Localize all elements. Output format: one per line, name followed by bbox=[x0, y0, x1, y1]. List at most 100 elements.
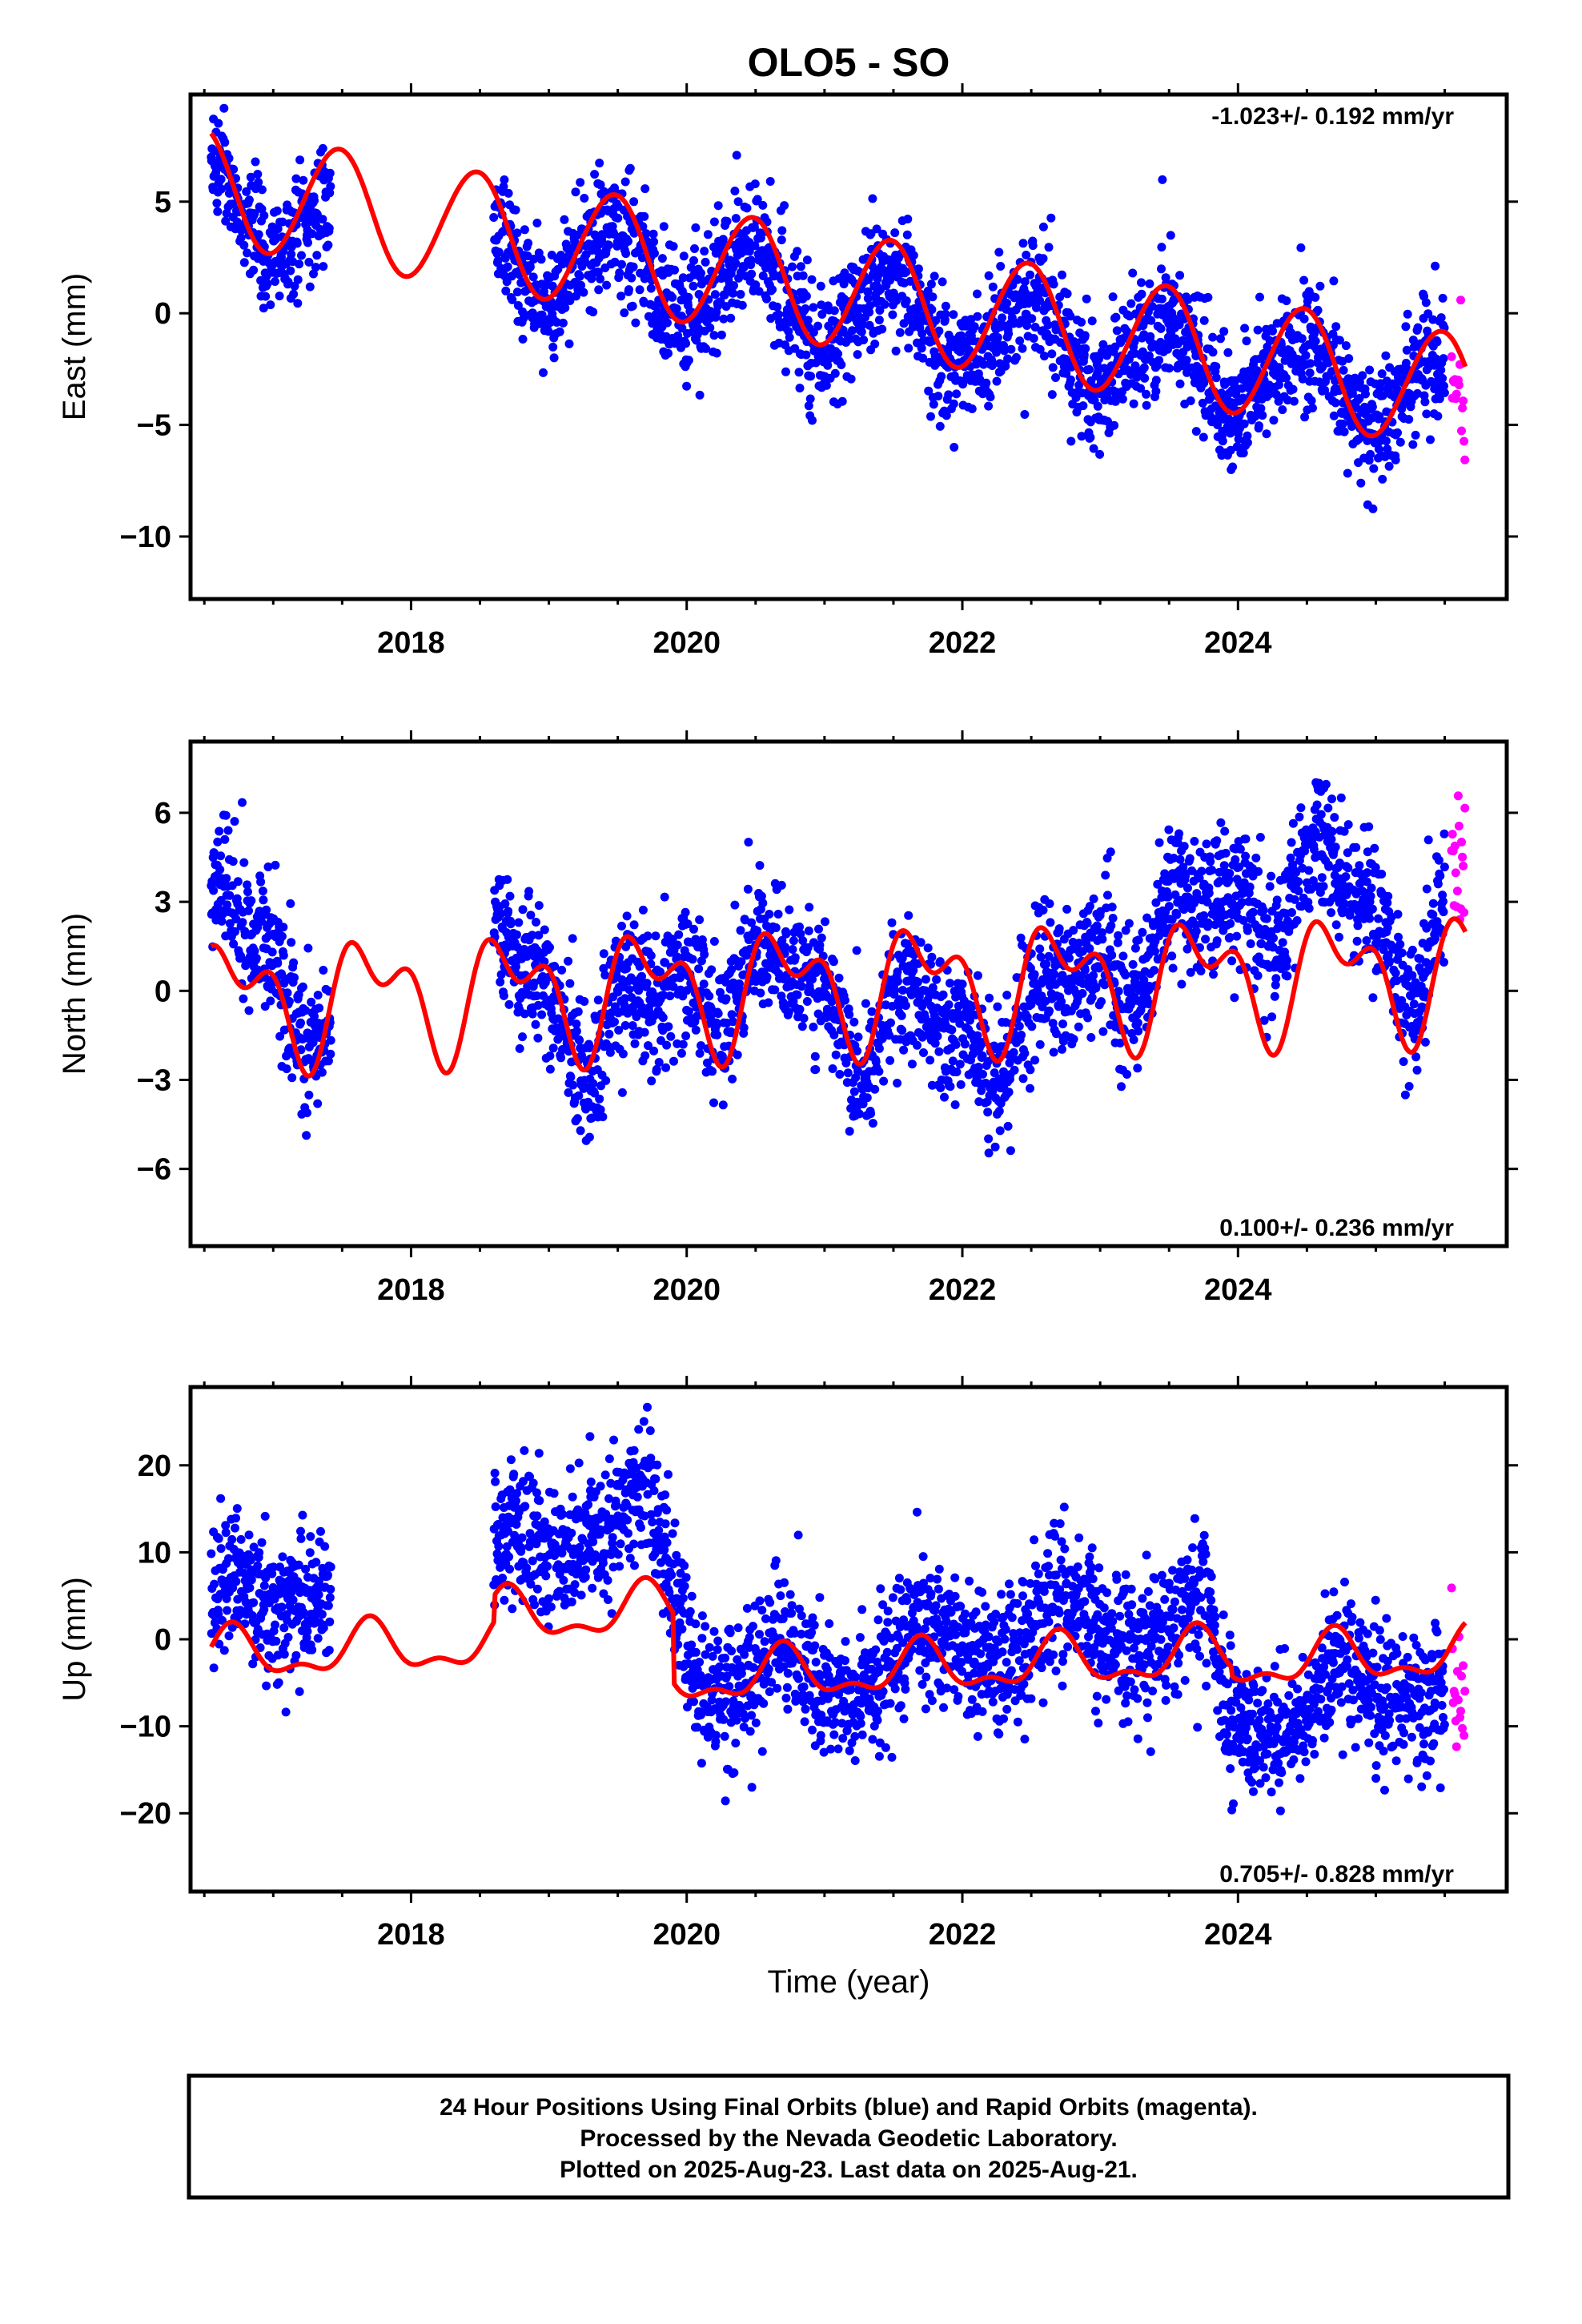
final-orbit-point bbox=[299, 175, 308, 185]
final-orbit-point bbox=[831, 1050, 841, 1059]
final-orbit-point bbox=[801, 292, 811, 301]
final-orbit-point bbox=[624, 985, 634, 995]
final-orbit-point bbox=[803, 943, 813, 952]
final-orbit-point bbox=[1235, 844, 1245, 854]
final-orbit-point bbox=[1149, 340, 1158, 349]
final-orbit-point bbox=[898, 986, 908, 995]
final-orbit-point bbox=[1393, 428, 1402, 437]
final-orbit-point bbox=[1144, 351, 1154, 360]
final-orbit-point bbox=[674, 930, 684, 939]
final-orbit-point bbox=[886, 1018, 895, 1027]
final-orbit-point bbox=[1340, 899, 1349, 909]
final-orbit-point bbox=[1043, 320, 1053, 330]
final-orbit-point bbox=[303, 943, 313, 953]
final-orbit-point bbox=[573, 1007, 583, 1016]
final-orbit-point bbox=[1154, 356, 1164, 365]
final-orbit-point bbox=[1046, 918, 1055, 927]
final-orbit-point bbox=[244, 195, 254, 205]
final-orbit-point bbox=[781, 367, 790, 376]
final-orbit-point bbox=[773, 302, 782, 312]
final-orbit-point bbox=[1085, 902, 1094, 911]
final-orbit-point bbox=[793, 990, 802, 999]
final-orbit-point bbox=[499, 991, 508, 1000]
final-orbit-point bbox=[931, 316, 941, 325]
final-orbit-point bbox=[781, 943, 790, 952]
final-orbit-point bbox=[954, 1001, 963, 1011]
final-orbit-point bbox=[762, 294, 771, 304]
final-orbit-point bbox=[735, 979, 744, 988]
final-orbit-point bbox=[1074, 1022, 1083, 1031]
final-orbit-point bbox=[1362, 936, 1371, 945]
final-orbit-point bbox=[713, 1030, 722, 1039]
final-orbit-point bbox=[1058, 1019, 1067, 1029]
final-orbit-point bbox=[679, 251, 689, 261]
final-orbit-point bbox=[713, 1009, 723, 1019]
rapid-orbit-point bbox=[1454, 380, 1464, 390]
final-orbit-point bbox=[1030, 1055, 1040, 1065]
final-orbit-point bbox=[1316, 810, 1326, 819]
final-orbit-point bbox=[1157, 264, 1166, 274]
final-orbit-point bbox=[1312, 800, 1322, 810]
final-orbit-point bbox=[1268, 326, 1277, 336]
final-orbit-point bbox=[719, 314, 729, 324]
final-orbit-point bbox=[935, 957, 945, 967]
final-orbit-point bbox=[1219, 861, 1229, 870]
final-orbit-point bbox=[1299, 275, 1309, 285]
final-orbit-point bbox=[656, 967, 665, 977]
final-orbit-point bbox=[1122, 1070, 1132, 1079]
final-orbit-point bbox=[1339, 427, 1349, 436]
final-orbit-point bbox=[1017, 1031, 1026, 1039]
final-orbit-point bbox=[1413, 388, 1422, 398]
final-orbit-point bbox=[259, 304, 268, 313]
model-fit-line bbox=[209, 131, 1468, 439]
final-orbit-point bbox=[683, 919, 693, 929]
final-orbit-point bbox=[1121, 926, 1130, 935]
final-orbit-point bbox=[1232, 931, 1242, 941]
final-orbit-point bbox=[795, 922, 804, 931]
final-orbit-point bbox=[642, 979, 652, 988]
final-orbit-point bbox=[868, 194, 877, 203]
final-orbit-point bbox=[1134, 1027, 1143, 1035]
final-orbit-point bbox=[220, 834, 230, 844]
final-orbit-point bbox=[1113, 938, 1122, 947]
final-orbit-point bbox=[1436, 313, 1446, 323]
final-orbit-point bbox=[744, 838, 753, 847]
final-orbit-point bbox=[1015, 336, 1025, 346]
final-orbit-point bbox=[613, 213, 623, 223]
final-orbit-point bbox=[1164, 825, 1174, 834]
final-orbit-point bbox=[849, 1017, 859, 1027]
final-orbit-point bbox=[806, 372, 816, 381]
final-orbit-point bbox=[635, 962, 644, 971]
final-orbit-point bbox=[262, 905, 271, 915]
final-orbit-point bbox=[904, 911, 913, 920]
final-orbit-point bbox=[1020, 1048, 1030, 1058]
final-orbit-point bbox=[1343, 848, 1352, 858]
final-orbit-point bbox=[326, 182, 335, 191]
final-orbit-point bbox=[872, 224, 881, 234]
final-orbit-point bbox=[1253, 325, 1263, 335]
final-orbit-point bbox=[1430, 360, 1439, 370]
final-orbit-point bbox=[977, 1086, 986, 1096]
final-orbit-point bbox=[1087, 316, 1097, 326]
final-orbit-point bbox=[637, 1003, 647, 1012]
final-orbit-point bbox=[286, 266, 295, 275]
final-orbit-point bbox=[729, 288, 737, 298]
final-orbit-point bbox=[803, 316, 813, 325]
final-orbit-point bbox=[1307, 396, 1316, 405]
final-orbit-point bbox=[654, 1058, 664, 1067]
final-orbit-point bbox=[1085, 944, 1094, 953]
final-orbit-point bbox=[750, 179, 760, 189]
final-orbit-point bbox=[257, 917, 266, 926]
final-orbit-point bbox=[1030, 323, 1040, 332]
final-orbit-point bbox=[1272, 895, 1282, 905]
final-orbit-point bbox=[902, 230, 912, 239]
final-orbit-point bbox=[835, 1070, 845, 1079]
final-orbit-point bbox=[1438, 293, 1447, 303]
final-orbit-point bbox=[813, 1009, 823, 1019]
final-orbit-point bbox=[808, 975, 817, 984]
final-orbit-point bbox=[1227, 956, 1237, 966]
final-orbit-point bbox=[1246, 939, 1255, 948]
final-orbit-point bbox=[648, 229, 658, 239]
final-orbit-point bbox=[1206, 393, 1215, 403]
final-orbit-point bbox=[1089, 971, 1098, 980]
